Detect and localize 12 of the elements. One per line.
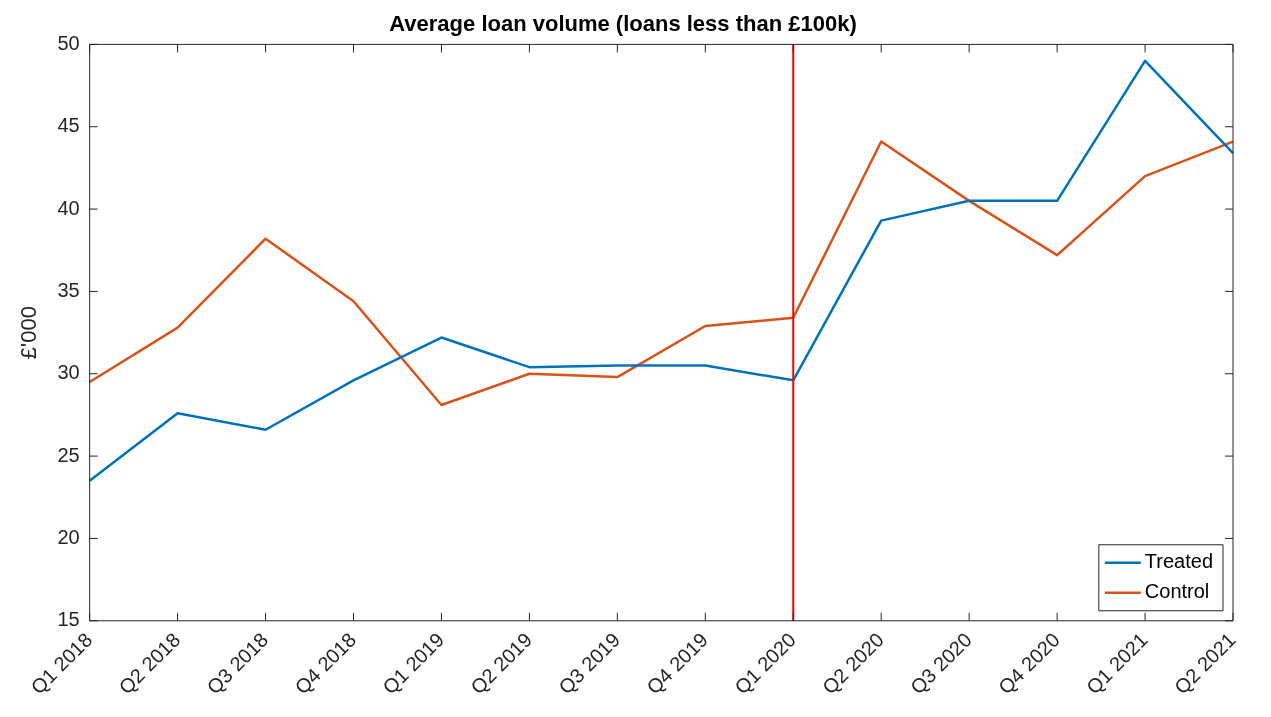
y-tick-label: 45 bbox=[57, 114, 80, 137]
y-axis-title: £'000 bbox=[16, 306, 42, 360]
y-tick-label: 35 bbox=[57, 278, 80, 301]
legend-label: Treated bbox=[1144, 550, 1213, 573]
y-tick-label: 40 bbox=[57, 196, 80, 219]
y-tick-label: 15 bbox=[57, 608, 80, 631]
y-tick-label: 30 bbox=[57, 361, 80, 384]
y-tick-label: 25 bbox=[57, 443, 80, 466]
y-tick-label: 20 bbox=[57, 525, 80, 548]
legend-label: Control bbox=[1144, 580, 1210, 603]
chart-title: Average loan volume (loans less than £100k) bbox=[389, 11, 857, 37]
y-tick-label: 50 bbox=[57, 31, 80, 54]
